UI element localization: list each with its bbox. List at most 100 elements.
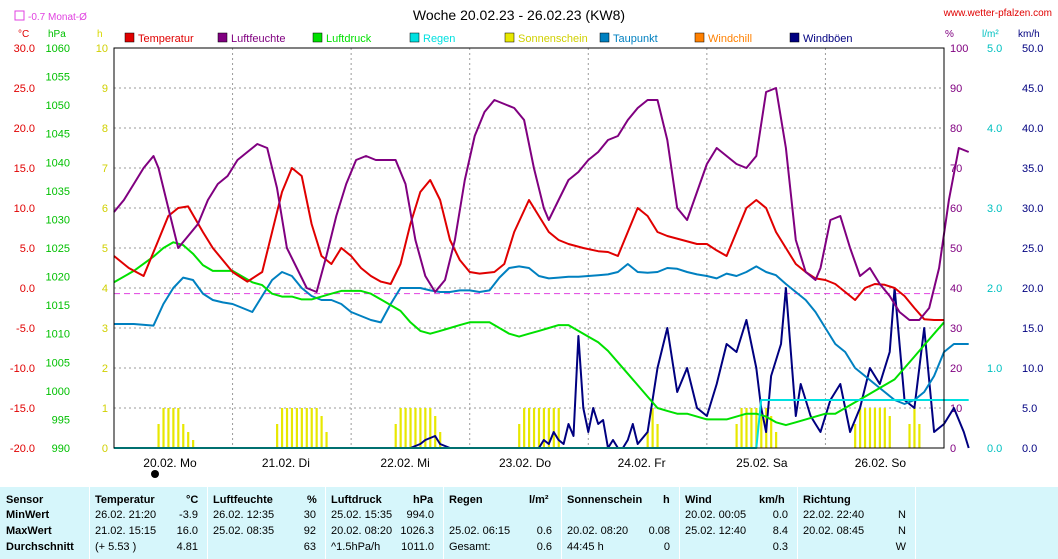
- tick-pressure-3: 1045: [46, 129, 70, 141]
- tick-sunshine-6: 4: [102, 283, 108, 295]
- tick-sunshine-2: 8: [102, 123, 108, 135]
- sun-bar-23: [414, 408, 417, 448]
- stat-0-temp-val: -3.9: [179, 509, 198, 521]
- day-label-2: 22.02. Mi: [380, 456, 429, 470]
- moon-phase-icon: [151, 470, 159, 478]
- month-avg-note: -0.7 Monat-Ø: [28, 12, 87, 23]
- site-link[interactable]: www.wetter-pfalzen.com: [943, 8, 1052, 19]
- tick-sunshine-10: 0: [102, 443, 108, 455]
- sun-bar-38: [646, 432, 649, 448]
- tick-pressure-6: 1030: [46, 214, 70, 226]
- legend-label-3: Regen: [423, 33, 455, 45]
- stat-2-temp-time: (+ 5.53 ): [95, 541, 137, 553]
- stat-1-press-val: 1026.3: [400, 525, 434, 537]
- sun-bar-46: [760, 408, 763, 448]
- day-label-0: 20.02. Mo: [143, 456, 197, 470]
- legend-label-4: Sonnenschein: [518, 33, 588, 45]
- tick-wind-9: 5.0: [1022, 403, 1037, 415]
- day-label-6: 26.02. So: [855, 456, 907, 470]
- stats-table: Sensor Temperatur °C Luftfeuchte % Luftd…: [0, 487, 1058, 559]
- day-label-1: 21.02. Di: [262, 456, 310, 470]
- hdr-hum-unit: %: [307, 494, 317, 506]
- sun-bar-34: [542, 408, 546, 448]
- unit-rain: l/m²: [982, 29, 999, 40]
- stat-1-label: MaxWert: [6, 525, 52, 537]
- stat-1-hum-time: 25.02. 08:35: [213, 525, 275, 537]
- legend-label-0: Temperatur: [138, 33, 194, 45]
- legend-swatch-3: [409, 32, 420, 43]
- sun-bar-17: [320, 416, 323, 448]
- stat-1-sun-val: 0.08: [648, 525, 670, 537]
- stat-0-hum-time: 26.02. 12:35: [213, 509, 275, 521]
- tick-pressure-10: 1010: [46, 329, 70, 341]
- tick-wind-0: 50.0: [1022, 43, 1043, 55]
- weather-chart: Woche 20.02.23 - 26.02.23 (KW8) www.wett…: [9, 7, 1052, 478]
- legend-label-5: Taupunkt: [613, 33, 658, 45]
- tick-sunshine-4: 6: [102, 203, 108, 215]
- sun-bar-48: [770, 416, 773, 448]
- sun-bar-59: [913, 408, 916, 448]
- tick-pressure-5: 1035: [46, 186, 70, 198]
- stat-0-hum-val: 30: [303, 509, 316, 521]
- tick-humidity-5: 50: [950, 243, 962, 255]
- legend-swatch-7: [789, 32, 800, 43]
- series-luftfeuchte: [113, 87, 970, 321]
- sun-bar-6: [187, 432, 190, 448]
- sun-bar-13: [300, 408, 303, 448]
- tick-humidity-9: 10: [950, 403, 962, 415]
- legend-swatch-2: [312, 32, 323, 43]
- legend-swatch-6: [694, 32, 705, 43]
- stat-0-press-time: 25.02. 15:35: [331, 509, 393, 521]
- series-windböen: [114, 287, 970, 449]
- stat-2-rain-val: 0.6: [536, 541, 552, 553]
- sun-bar-41: [735, 424, 738, 448]
- stat-2-dir-val: W: [895, 541, 906, 553]
- stat-2-hum-val: 63: [303, 541, 316, 553]
- tick-sunshine-1: 9: [102, 83, 108, 95]
- tick-wind-6: 20.0: [1022, 283, 1043, 295]
- sunshine-bars: [157, 408, 921, 448]
- legend-swatch-4: [504, 32, 515, 43]
- sun-bar-51: [859, 408, 862, 448]
- sun-bar-50: [854, 424, 857, 448]
- sun-bar-39: [651, 408, 654, 448]
- legend: Temperatur Luftfeuchte Luftdruck Regen Sonne…: [124, 32, 853, 45]
- sun-bar-5: [182, 424, 185, 448]
- sun-bar-16: [315, 408, 318, 448]
- sun-bar-9: [280, 408, 284, 448]
- tick-wind-2: 40.0: [1022, 123, 1043, 135]
- sun-bar-33: [537, 408, 541, 448]
- stat-0-press-val: 994.0: [406, 509, 434, 521]
- unit-hum: %: [945, 29, 954, 40]
- sun-bar-11: [290, 408, 294, 448]
- sun-bar-3: [172, 408, 175, 448]
- tick-wind-1: 45.0: [1022, 83, 1043, 95]
- hdr-sun-unit: h: [663, 494, 670, 506]
- tick-pressure-14: 990: [52, 443, 70, 455]
- stat-0-temp-time: 26.02. 21:20: [95, 509, 157, 521]
- sun-bar-14: [305, 408, 308, 448]
- day-label-3: 23.02. Do: [499, 456, 551, 470]
- tick-humidity-2: 80: [950, 123, 962, 135]
- tick-wind-5: 25.0: [1022, 243, 1043, 255]
- sun-bar-20: [399, 408, 402, 448]
- tick-sunshine-3: 7: [102, 163, 108, 175]
- legend-label-6: Windchill: [708, 33, 752, 45]
- stat-2-temp-val: 4.81: [176, 541, 198, 553]
- sun-bar-37: [557, 408, 560, 448]
- sun-bar-55: [878, 408, 881, 448]
- tick-pressure-4: 1040: [46, 157, 70, 169]
- sun-bar-45: [755, 408, 758, 448]
- tick-pressure-12: 1000: [46, 386, 70, 398]
- legend-label-7: Windböen: [803, 33, 853, 45]
- tick-pressure-2: 1050: [46, 100, 70, 112]
- legend-label-2: Luftdruck: [326, 33, 372, 45]
- tick-humidity-1: 90: [950, 83, 962, 95]
- tick-temperature-7: -5.0: [16, 323, 35, 335]
- stat-2-sun-time: 44:45 h: [567, 541, 604, 553]
- sun-bar-0: [157, 424, 160, 448]
- legend-label-1: Luftfeuchte: [231, 33, 285, 45]
- tick-pressure-11: 1005: [46, 357, 70, 369]
- tick-pressure-9: 1015: [46, 300, 70, 312]
- tick-humidity-8: 20: [950, 363, 962, 375]
